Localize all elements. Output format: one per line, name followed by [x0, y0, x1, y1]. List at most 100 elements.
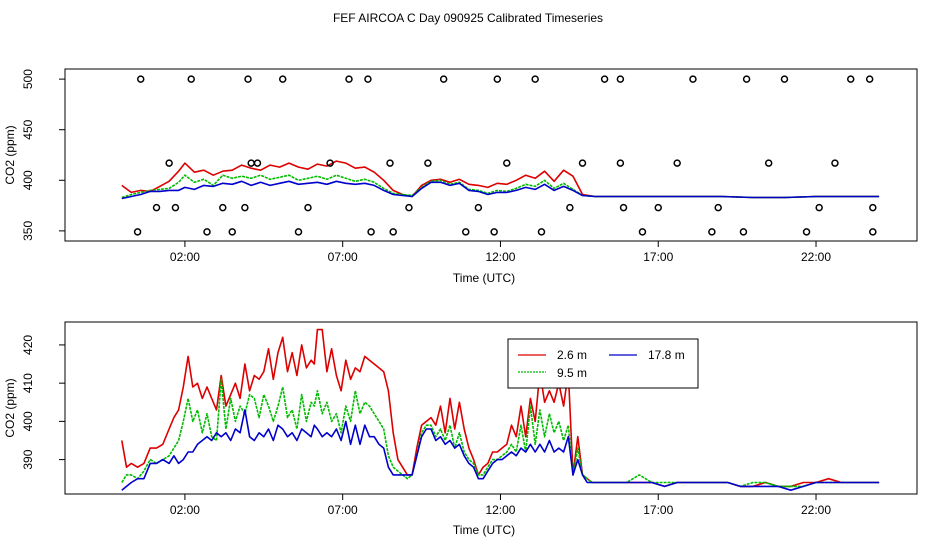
calibration-point [708, 228, 716, 236]
calibration-point [171, 203, 180, 212]
top-series-group [121, 160, 880, 200]
bottom-x-tick-label: 22:00 [801, 503, 831, 517]
legend-label-17-8m: 17.8 m [648, 348, 685, 362]
calibration-point [152, 203, 161, 212]
top-x-tick-label: 17:00 [643, 250, 673, 264]
calibration-point [345, 75, 353, 83]
legend-label-2-6m: 2.6 m [557, 348, 587, 362]
calibration-point [389, 228, 397, 236]
calibration-point [739, 228, 748, 236]
calibration-point [241, 203, 249, 212]
top-x-tick-label: 22:00 [801, 250, 831, 264]
bottom-y-tick-label: 410 [21, 373, 35, 393]
calibration-point [326, 159, 334, 167]
calibration-point [869, 228, 877, 236]
bottom-series-line-9-5-m [121, 378, 880, 488]
top-x-axis: 02:00 07:00 12:00 17:00 22:00 [170, 241, 831, 264]
legend-label-9-5m: 9.5 m [557, 366, 587, 380]
top-x-tick-label: 02:00 [170, 250, 200, 264]
calibration-point [304, 203, 312, 212]
bottom-panel: 02:00 07:00 12:00 17:00 22:00 390 400 410 420 T… [3, 321, 918, 537]
calibration-point [439, 75, 448, 83]
bottom-x-tick-label: 02:00 [170, 503, 200, 517]
bottom-y-axis-label: CO2 (ppm) [3, 378, 17, 437]
calibration-point [219, 203, 227, 212]
calibration-point [133, 228, 142, 236]
calibration-point [367, 228, 375, 236]
bottom-x-axis-label: Time (UTC) [453, 523, 515, 537]
calibration-point [714, 203, 722, 212]
bottom-x-axis: 02:00 07:00 12:00 17:00 22:00 [170, 494, 831, 517]
top-series-line-2-6-m [121, 160, 880, 199]
bottom-series-group [121, 328, 880, 492]
calibration-point [689, 75, 697, 83]
calibration-point [244, 75, 252, 83]
calibration-point [424, 159, 432, 167]
top-x-tick-label: 12:00 [485, 250, 515, 264]
calibration-point [490, 228, 498, 236]
top-panel: 02:00 07:00 12:00 17:00 22:00 350 400 450 500 T… [3, 68, 918, 285]
top-x-axis-label: Time (UTC) [453, 271, 515, 285]
calibration-point [187, 75, 195, 83]
calibration-point [247, 159, 255, 167]
calibration-point [764, 159, 773, 167]
calibration-point [165, 159, 173, 167]
calibration-point [815, 203, 823, 212]
bottom-y-tick-label: 400 [21, 411, 35, 431]
calibration-point [616, 159, 625, 167]
calibration-point [654, 203, 662, 212]
calibration-point [462, 228, 470, 236]
calibration-point [616, 75, 625, 83]
calibration-point [537, 228, 546, 236]
bottom-x-tick-label: 07:00 [328, 503, 358, 517]
top-plot-frame [64, 68, 918, 242]
calibration-point [364, 75, 372, 83]
top-points-group [133, 75, 877, 236]
calibration-point [846, 75, 855, 83]
top-series-line-9-5-m [121, 174, 880, 199]
calibration-point [600, 75, 609, 83]
bottom-y-tick-label: 390 [21, 449, 35, 469]
calibration-point [780, 75, 789, 83]
legend: 2.6 m 9.5 m 17.8 m [507, 338, 699, 389]
bottom-series-line-17-8-m [121, 409, 880, 492]
top-y-tick-label: 350 [21, 221, 35, 241]
calibration-point [831, 159, 839, 167]
top-y-axis: 350 400 450 500 [21, 69, 65, 241]
calibration-point [474, 203, 483, 212]
top-y-tick-label: 450 [21, 119, 35, 139]
legend-box [507, 338, 699, 389]
calibration-point [405, 203, 413, 212]
bottom-series-line-2-6-m [121, 328, 880, 488]
calibration-point [278, 75, 287, 83]
calibration-point [869, 203, 877, 212]
calibration-point [203, 228, 211, 236]
calibration-point [136, 75, 145, 83]
bottom-y-tick-label: 420 [21, 335, 35, 355]
bottom-x-tick-label: 17:00 [643, 503, 673, 517]
calibration-point [294, 228, 303, 236]
calibration-point [638, 228, 647, 236]
calibration-point [386, 159, 394, 167]
calibration-point [566, 203, 574, 212]
calibration-point [253, 159, 262, 167]
calibration-point [228, 228, 236, 236]
calibration-point [531, 75, 539, 83]
top-y-tick-label: 400 [21, 170, 35, 190]
top-series-line-17-8-m [121, 180, 880, 200]
calibration-point [578, 159, 587, 167]
bottom-plot-frame [64, 321, 918, 495]
calibration-point [742, 75, 751, 83]
calibration-point [802, 228, 811, 236]
calibration-point [673, 159, 681, 167]
figure-title: FEF AIRCOA C Day 090925 Calibrated Times… [333, 11, 603, 25]
bottom-x-tick-label: 12:00 [485, 503, 515, 517]
top-y-tick-label: 500 [21, 69, 35, 89]
top-x-tick-label: 07:00 [328, 250, 358, 264]
top-y-axis-label: CO2 (ppm) [3, 125, 17, 184]
calibration-point [493, 75, 502, 83]
calibration-point [503, 159, 511, 167]
calibration-point [865, 75, 874, 83]
calibration-point [619, 203, 628, 212]
